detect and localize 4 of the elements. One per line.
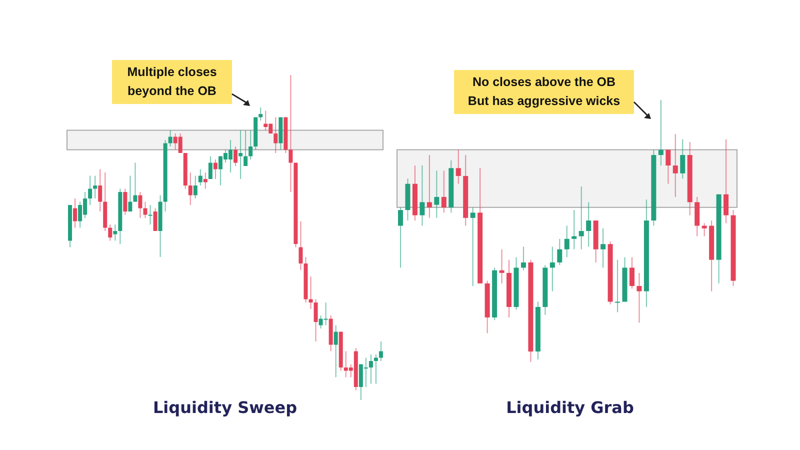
annotation: Multiple closes beyond the OB bbox=[126, 64, 218, 100]
annotation: No closes above the OB But has aggressive wicks bbox=[466, 74, 622, 110]
text: Liquidity Sweep bbox=[152, 398, 298, 417]
text: Liquidity Grab bbox=[505, 398, 635, 417]
